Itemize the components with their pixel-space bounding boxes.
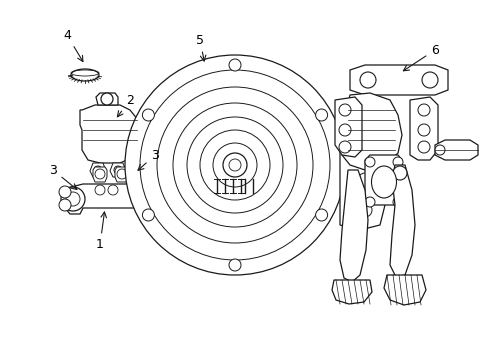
- Polygon shape: [96, 93, 118, 105]
- Polygon shape: [339, 170, 367, 282]
- Circle shape: [392, 157, 402, 167]
- Polygon shape: [115, 167, 129, 182]
- Text: 1: 1: [96, 212, 106, 252]
- Circle shape: [66, 192, 80, 206]
- Circle shape: [364, 197, 374, 207]
- Circle shape: [421, 72, 437, 88]
- Circle shape: [338, 124, 350, 136]
- Circle shape: [392, 197, 402, 207]
- Polygon shape: [110, 163, 126, 177]
- Text: 5: 5: [196, 33, 205, 61]
- Circle shape: [200, 130, 269, 200]
- Circle shape: [173, 103, 296, 227]
- Circle shape: [95, 169, 105, 179]
- Circle shape: [186, 117, 283, 213]
- Circle shape: [434, 145, 444, 155]
- Polygon shape: [71, 69, 99, 81]
- Polygon shape: [93, 167, 107, 182]
- Text: 3: 3: [49, 163, 77, 189]
- Circle shape: [357, 173, 371, 187]
- Polygon shape: [389, 165, 414, 277]
- Circle shape: [108, 185, 118, 195]
- Polygon shape: [339, 97, 384, 230]
- Circle shape: [417, 141, 429, 153]
- Polygon shape: [140, 135, 152, 147]
- Polygon shape: [349, 65, 447, 95]
- Circle shape: [364, 157, 374, 167]
- Circle shape: [417, 104, 429, 116]
- Text: 6: 6: [403, 44, 438, 71]
- Circle shape: [417, 124, 429, 136]
- Circle shape: [338, 104, 350, 116]
- Circle shape: [338, 141, 350, 153]
- Text: 4: 4: [63, 28, 83, 62]
- Circle shape: [157, 87, 312, 243]
- Polygon shape: [434, 140, 477, 160]
- Ellipse shape: [371, 166, 396, 198]
- Circle shape: [61, 187, 85, 211]
- Circle shape: [59, 199, 71, 211]
- Circle shape: [315, 109, 327, 121]
- Polygon shape: [80, 105, 142, 163]
- Polygon shape: [142, 188, 161, 202]
- Circle shape: [357, 108, 371, 122]
- Polygon shape: [331, 280, 371, 304]
- Circle shape: [140, 70, 329, 260]
- Polygon shape: [339, 93, 401, 170]
- Text: 2: 2: [117, 94, 134, 117]
- Polygon shape: [334, 97, 361, 157]
- Circle shape: [223, 153, 246, 177]
- Polygon shape: [409, 97, 437, 160]
- Polygon shape: [65, 184, 150, 214]
- Circle shape: [357, 203, 371, 217]
- Circle shape: [142, 209, 154, 221]
- Circle shape: [94, 166, 102, 174]
- Circle shape: [59, 186, 71, 198]
- Circle shape: [228, 59, 241, 71]
- Text: 3: 3: [138, 149, 159, 170]
- Circle shape: [359, 72, 375, 88]
- Circle shape: [315, 209, 327, 221]
- Polygon shape: [364, 155, 401, 205]
- Polygon shape: [157, 190, 169, 200]
- Circle shape: [125, 55, 345, 275]
- Polygon shape: [90, 163, 106, 177]
- Polygon shape: [383, 275, 425, 305]
- Circle shape: [392, 166, 406, 180]
- Circle shape: [357, 138, 371, 152]
- Circle shape: [95, 185, 105, 195]
- Circle shape: [117, 169, 127, 179]
- Circle shape: [228, 159, 241, 171]
- Circle shape: [142, 109, 154, 121]
- Circle shape: [213, 143, 257, 187]
- Circle shape: [101, 93, 113, 105]
- Circle shape: [228, 259, 241, 271]
- Circle shape: [114, 166, 122, 174]
